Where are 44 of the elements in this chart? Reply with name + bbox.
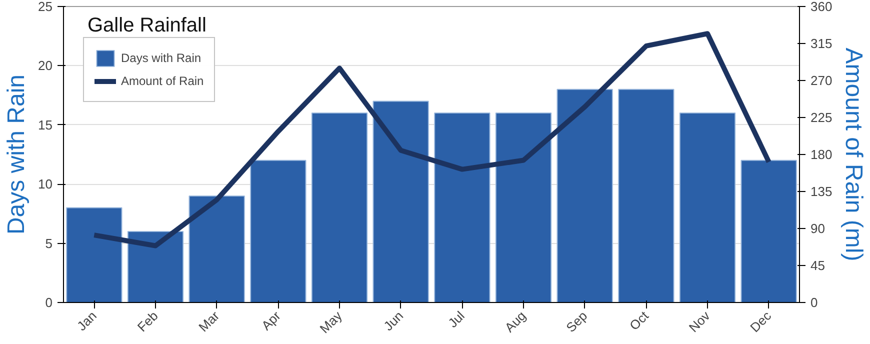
y-tick-label: 10 — [38, 176, 53, 192]
y-tick-label: 25 — [38, 0, 53, 14]
y2-tick-label: 225 — [810, 110, 832, 125]
x-tick-label: Dec — [747, 308, 774, 336]
bar — [740, 160, 797, 302]
bar — [618, 88, 674, 302]
x-tick-label: May — [316, 308, 346, 336]
bar — [66, 207, 122, 302]
bar — [679, 112, 736, 302]
x-tick-label: Jan — [74, 308, 100, 334]
y2-tick-label: 135 — [810, 184, 832, 199]
x-tick-label: Sep — [563, 308, 590, 336]
y2-tick-label: 90 — [810, 221, 825, 236]
y-tick-label: 0 — [45, 295, 53, 310]
y-axis-title: Days with Rain — [3, 74, 30, 235]
y2-tick-label: 0 — [810, 295, 818, 310]
y2-tick-label: 45 — [810, 258, 825, 273]
x-tick-label: Feb — [134, 308, 161, 335]
bar — [372, 100, 429, 302]
x-tick-label: Jun — [380, 308, 406, 334]
legend-label: Amount of Rain — [121, 74, 204, 88]
y2-tick-label: 270 — [810, 73, 832, 88]
legend-label: Days with Rain — [121, 51, 202, 65]
bar — [250, 160, 306, 302]
y-tick-label: 5 — [45, 236, 53, 251]
y2-tick-label: 180 — [810, 147, 832, 162]
x-tick-label: Aug — [502, 308, 529, 336]
x-tick-label: Jul — [445, 308, 468, 331]
bar — [434, 112, 490, 302]
x-tick-label: Oct — [626, 308, 652, 334]
bar — [188, 195, 245, 302]
bar — [556, 88, 613, 302]
chart-title: Galle Rainfall — [88, 14, 206, 36]
y-tick-label: 20 — [38, 58, 53, 74]
x-tick-label: Nov — [686, 308, 714, 336]
x-tick-label: Mar — [196, 308, 223, 335]
y2-axis-title: Amount of Rain (ml) — [840, 48, 868, 262]
y2-tick-label: 315 — [810, 36, 832, 51]
bar — [495, 112, 552, 302]
y-tick-label: 15 — [38, 117, 53, 132]
y2-tick-label: 360 — [810, 0, 832, 14]
bar — [127, 230, 184, 302]
bar — [311, 112, 368, 302]
x-tick-label: Apr — [258, 308, 284, 334]
